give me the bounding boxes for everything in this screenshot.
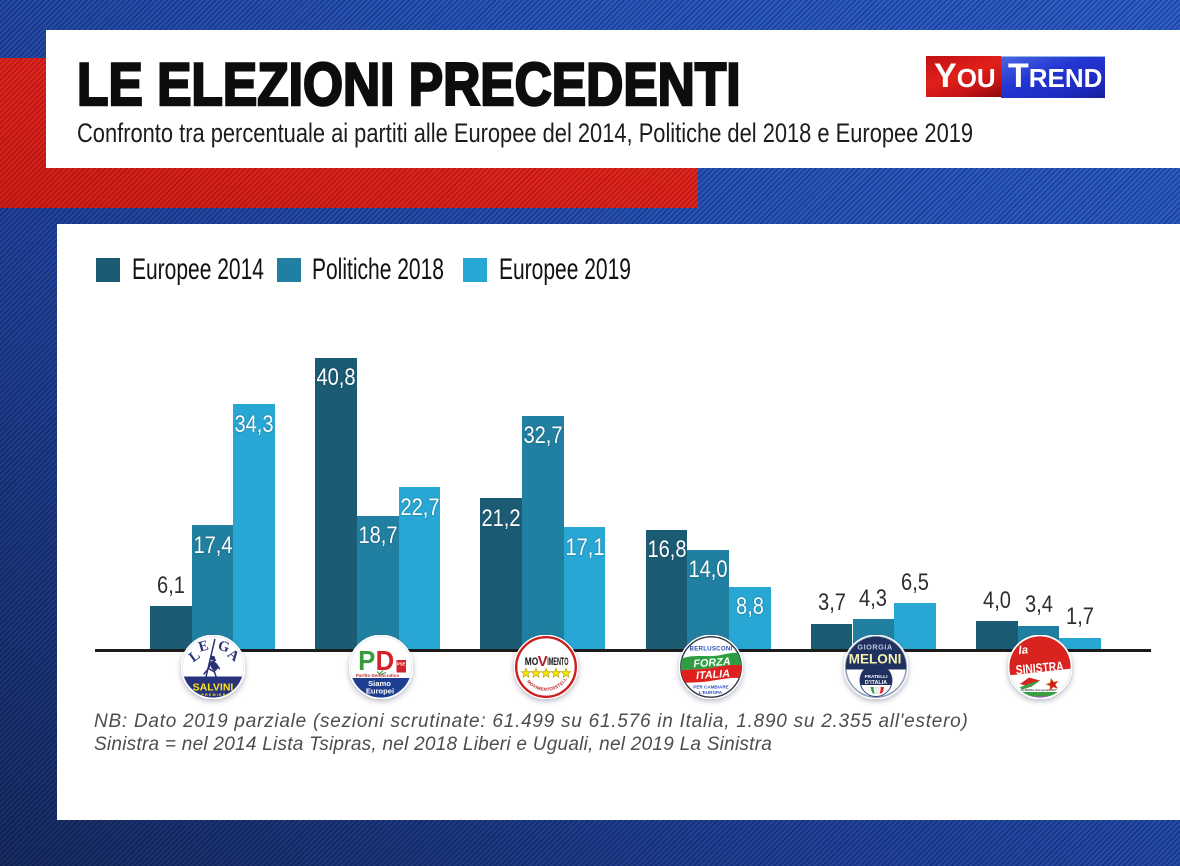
svg-text:E: E (197, 638, 211, 656)
svg-text:D: D (376, 645, 395, 676)
svg-text:P: P (358, 645, 375, 676)
svg-text:GIORGIA: GIORGIA (857, 642, 892, 651)
svg-text:V: V (538, 653, 548, 670)
svg-text:D'ITALIA: D'ITALIA (865, 680, 887, 686)
svg-text:FRATELLI: FRATELLI (865, 674, 888, 680)
svg-text:SALVINI: SALVINI (193, 682, 234, 694)
svg-text:MO: MO (525, 656, 539, 668)
svg-text:SINISTRA: SINISTRA (1015, 659, 1064, 678)
svg-text:PREMIER: PREMIER (201, 693, 226, 697)
svg-text:L'EUROPA: L'EUROPA (699, 690, 723, 695)
svg-text:PSE: PSE (397, 662, 406, 667)
svg-text:G: G (216, 638, 231, 656)
svg-text:la: la (1018, 644, 1029, 657)
svg-text:FORZA: FORZA (693, 656, 731, 671)
svg-text:GUE/NGL EuropeanLEFT: GUE/NGL EuropeanLEFT (1021, 688, 1057, 692)
svg-text:MELONI: MELONI (849, 651, 902, 666)
svg-text:Siamo: Siamo (368, 679, 391, 688)
svg-text:BERLUSCONI: BERLUSCONI (690, 646, 733, 653)
svg-text:Europei: Europei (366, 687, 394, 696)
svg-text:IMENTO: IMENTO (547, 655, 568, 668)
svg-text:PER CAMBIARE: PER CAMBIARE (693, 685, 728, 690)
svg-text:ITALIA: ITALIA (696, 668, 731, 682)
svg-text:Partito Democratico: Partito Democratico (356, 673, 399, 678)
